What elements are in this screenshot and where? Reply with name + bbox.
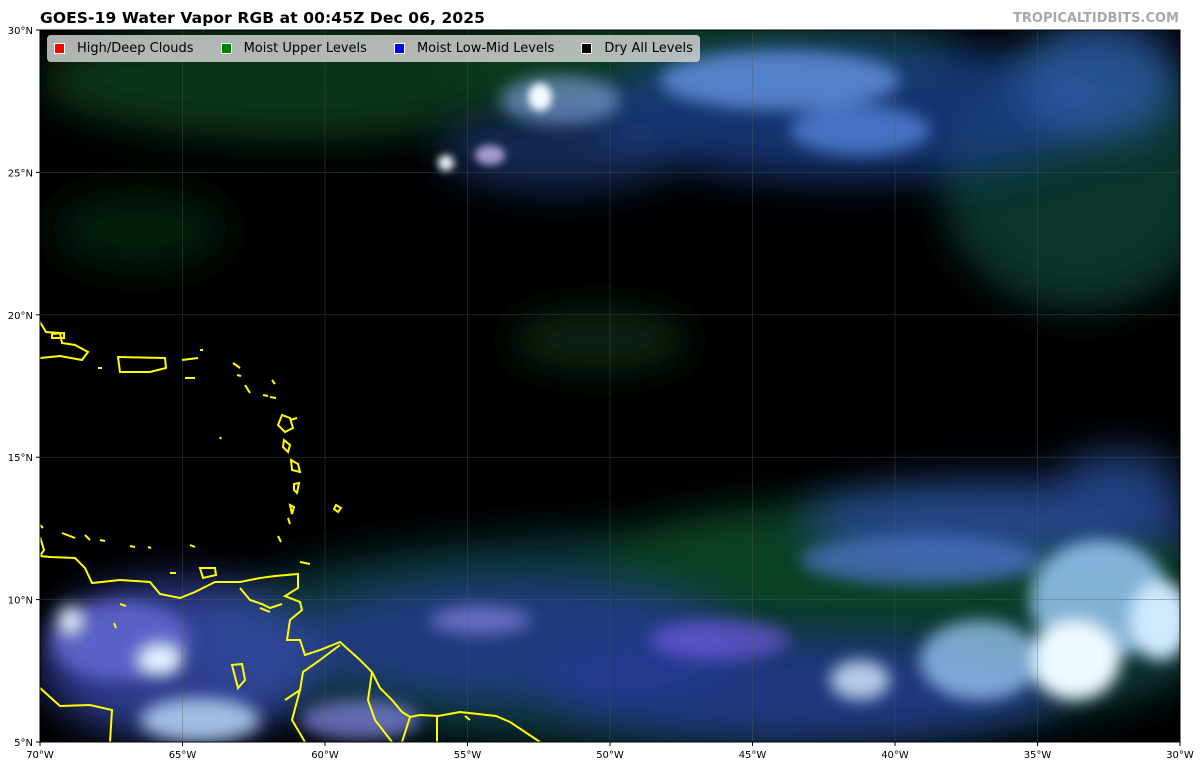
coastline-south-america	[40, 536, 541, 742]
lon-tick-label: 40°W	[881, 750, 909, 761]
coastline-lesser-antilles	[219, 362, 343, 543]
lat-tick-label: 10°N	[8, 596, 33, 607]
legend-swatch	[54, 43, 65, 54]
legend-label: High/Deep Clouds	[77, 41, 194, 56]
lon-tick-label: 65°W	[169, 750, 197, 761]
coastline-puerto-rico	[116, 355, 168, 373]
lat-tick-label: 25°N	[8, 168, 33, 179]
legend-item-high-deep-clouds: High/Deep Clouds	[54, 41, 194, 56]
gridlines	[40, 30, 1180, 742]
legend-label: Moist Upper Levels	[243, 41, 367, 56]
lat-tick-label: 30°N	[8, 26, 33, 37]
lon-tick-label: 55°W	[454, 750, 482, 761]
legend-swatch	[220, 43, 232, 54]
legend-item-moist-low-mid-levels: Moist Low-Mid Levels	[393, 41, 555, 56]
legend-swatch	[393, 43, 405, 54]
legend-item-moist-upper-levels: Moist Upper Levels	[220, 41, 367, 56]
map-title: GOES-19 Water Vapor RGB at 00:45Z Dec 06…	[40, 9, 486, 27]
legend: High/Deep Clouds Moist Upper Levels Mois…	[47, 35, 700, 62]
lon-axis: 70°W 65°W 60°W 55°W 50°W 45°W 40°W 35°W …	[26, 742, 1194, 761]
lat-tick-label: 20°N	[8, 311, 33, 322]
lon-tick-label: 30°W	[1166, 750, 1194, 761]
coastline-hispaniola	[40, 321, 90, 362]
coastlines	[40, 321, 541, 742]
lon-tick-label: 35°W	[1024, 750, 1052, 761]
legend-swatch	[581, 43, 593, 54]
legend-item-dry-all-levels: Dry All Levels	[581, 41, 693, 56]
border-lines	[40, 644, 471, 742]
legend-label: Dry All Levels	[604, 41, 693, 56]
lat-tick-label: 5°N	[14, 738, 33, 749]
legend-label: Moist Low-Mid Levels	[416, 41, 555, 56]
lat-tick-label: 15°N	[8, 453, 33, 464]
lon-tick-label: 50°W	[596, 750, 624, 761]
lon-tick-label: 60°W	[311, 750, 339, 761]
watermark: TROPICALTIDBITS.COM	[1013, 11, 1179, 26]
lon-tick-label: 45°W	[739, 750, 767, 761]
satellite-imagery	[40, 30, 1180, 742]
lon-tick-label: 70°W	[26, 750, 54, 761]
lat-axis: 5°N 10°N 15°N 20°N 25°N 30°N	[8, 26, 40, 749]
